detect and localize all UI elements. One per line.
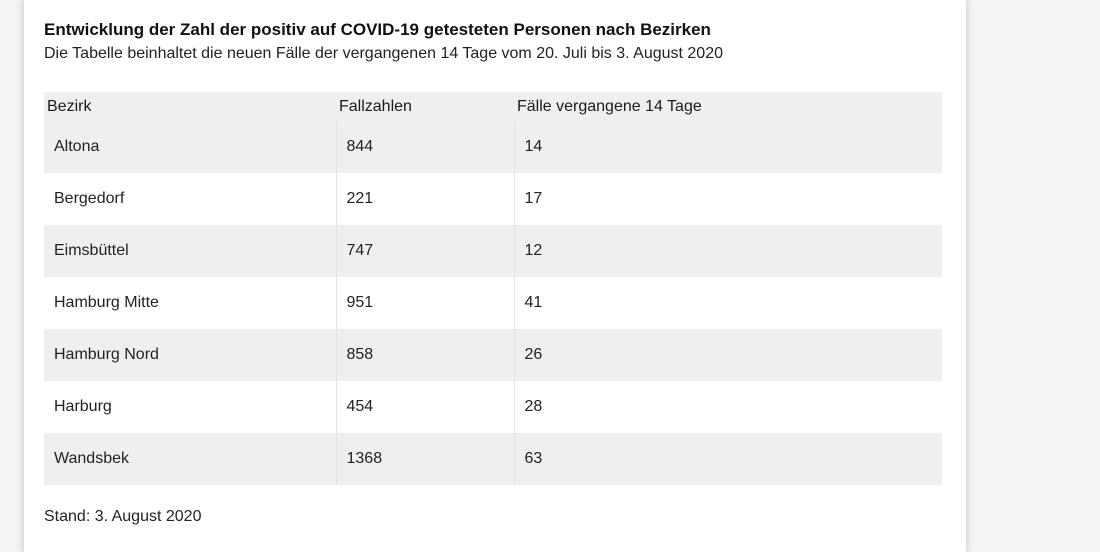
table-row: Eimsbüttel 747 12 [44, 225, 942, 277]
table-row: Wandsbek 1368 63 [44, 433, 942, 485]
cell-bezirk: Harburg [44, 381, 336, 433]
cell-faelle-14-tage: 12 [513, 225, 942, 277]
cell-fallzahlen: 951 [335, 277, 514, 329]
header-bezirk: Bezirk [44, 92, 336, 121]
cell-faelle-14-tage: 17 [513, 173, 942, 225]
cell-faelle-14-tage: 14 [513, 121, 942, 173]
cell-fallzahlen: 844 [335, 121, 514, 173]
page-title: Entwicklung der Zahl der positiv auf COV… [44, 20, 711, 39]
table-header-row: Bezirk Fallzahlen Fälle vergangene 14 Ta… [44, 92, 942, 121]
cell-fallzahlen: 221 [335, 173, 514, 225]
page-subtitle: Die Tabelle beinhaltet die neuen Fälle d… [44, 45, 723, 62]
cell-bezirk: Eimsbüttel [44, 225, 336, 277]
cell-faelle-14-tage: 28 [513, 381, 942, 433]
cell-faelle-14-tage: 26 [513, 329, 942, 381]
cell-faelle-14-tage: 41 [513, 277, 942, 329]
table-row: Harburg 454 28 [44, 381, 942, 433]
content-card: Entwicklung der Zahl der positiv auf COV… [24, 0, 966, 552]
cell-fallzahlen: 1368 [335, 433, 514, 485]
header-faelle-14-tage: Fälle vergangene 14 Tage [514, 92, 942, 121]
cell-fallzahlen: 747 [335, 225, 514, 277]
table-row: Hamburg Nord 858 26 [44, 329, 942, 381]
cell-bezirk: Altona [44, 121, 336, 173]
table-row: Hamburg Mitte 951 41 [44, 277, 942, 329]
header-fallzahlen: Fallzahlen [336, 92, 514, 121]
table-row: Altona 844 14 [44, 121, 942, 173]
cell-bezirk: Hamburg Mitte [44, 277, 336, 329]
cell-bezirk: Wandsbek [44, 433, 336, 485]
cell-fallzahlen: 454 [335, 381, 514, 433]
table-row: Bergedorf 221 17 [44, 173, 942, 225]
cell-fallzahlen: 858 [335, 329, 514, 381]
cell-bezirk: Hamburg Nord [44, 329, 336, 381]
cell-faelle-14-tage: 63 [513, 433, 942, 485]
cell-bezirk: Bergedorf [44, 173, 336, 225]
data-date-note: Stand: 3. August 2020 [44, 508, 202, 525]
cases-table: Bezirk Fallzahlen Fälle vergangene 14 Ta… [44, 92, 942, 485]
